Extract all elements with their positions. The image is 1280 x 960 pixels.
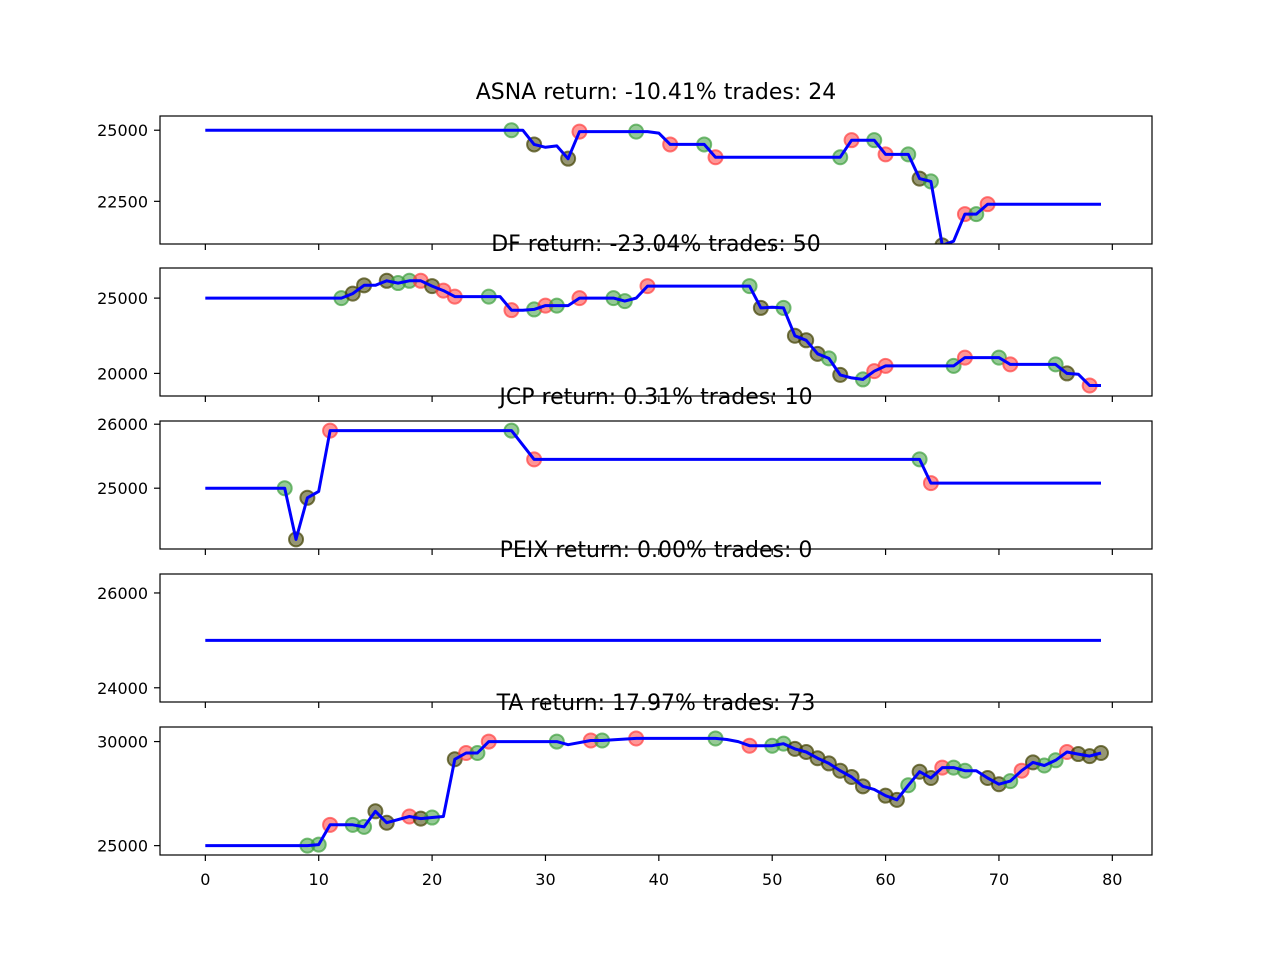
y-tick-label: 22500 (97, 192, 148, 211)
x-tick-label: 0 (200, 870, 210, 889)
y-tick-label: 30000 (97, 733, 148, 752)
subplot-title: DF return: -23.04% trades: 50 (491, 232, 821, 257)
plot-area (205, 272, 1101, 394)
axes-frame (159, 420, 1153, 550)
equity-line (205, 128, 1101, 244)
y-tick-label: 25000 (97, 121, 148, 140)
y-tick-label: 26000 (97, 584, 148, 603)
subplot-title: JCP return: 0.31% trades: 10 (497, 385, 812, 410)
equity-line (205, 736, 1102, 848)
x-tick-label: 70 (989, 870, 1009, 889)
plot-area (205, 122, 1101, 244)
subplot-panel: 25000 30000 0 10 20 30 40 50 60 70 80 TA return: 17… (97, 691, 1153, 889)
axes-frame (159, 726, 1153, 856)
plot-area (205, 422, 1101, 548)
y-tick-label: 24000 (97, 679, 148, 698)
y-tick-label: 25000 (97, 289, 148, 308)
equity-line (205, 279, 1101, 387)
x-tick-label: 50 (762, 870, 782, 889)
axes-frame (159, 115, 1153, 245)
axes-frame (159, 267, 1153, 397)
subplot-title: ASNA return: -10.41% trades: 24 (476, 80, 837, 105)
x-tick-label: 40 (649, 870, 669, 889)
x-tick-label: 60 (875, 870, 895, 889)
x-tick-label: 80 (1102, 870, 1122, 889)
y-tick-label: 25000 (97, 479, 148, 498)
equity-line (205, 429, 1101, 541)
plot-area (205, 730, 1109, 854)
y-tick-label: 25000 (97, 837, 148, 856)
subplot-panel: 22500 25000 ASNA return: -10.41% trades: 2… (97, 80, 1153, 250)
subplot-title: PEIX return: 0.00% trades: 0 (500, 538, 813, 563)
y-tick-label: 20000 (97, 364, 148, 383)
subplots: 22500 25000 ASNA return: -10.41% trades: 2… (97, 80, 1153, 889)
y-tick-label: 26000 (97, 415, 148, 434)
axes-frame (159, 573, 1153, 703)
x-tick-label: 10 (309, 870, 329, 889)
subplot-panel: 20000 25000 DF return: -23.04% trades: 50 (97, 232, 1153, 402)
subplot-panel: 25000 26000 JCP return: 0.31% trades: 10 (97, 385, 1153, 555)
x-tick-label: 20 (422, 870, 442, 889)
subplot-title: TA return: 17.97% trades: 73 (496, 691, 816, 716)
subplot-panel: 24000 26000 PEIX return: 0.00% trades: 0 (97, 538, 1153, 708)
x-tick-label: 30 (535, 870, 555, 889)
